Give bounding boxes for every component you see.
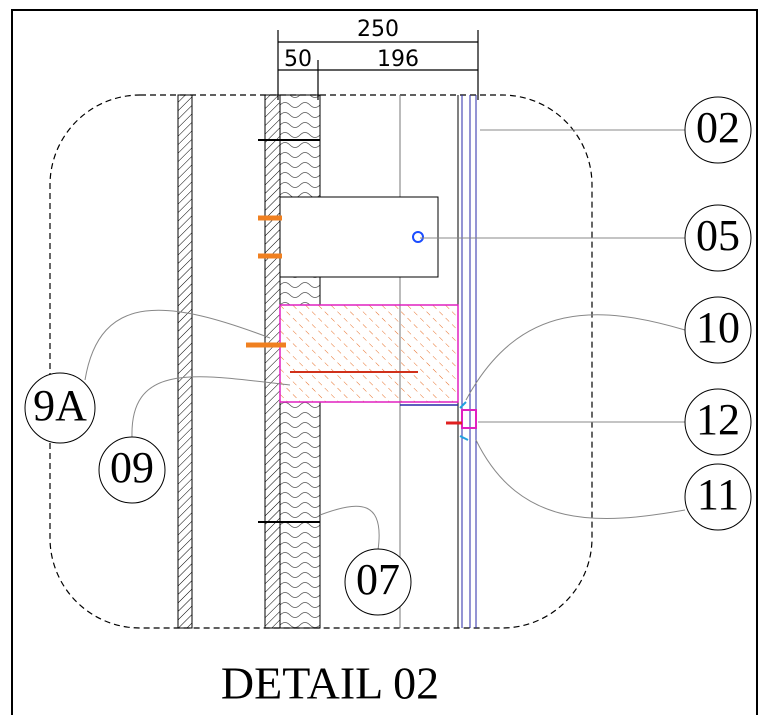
bracket — [258, 197, 438, 277]
callout-label: 05 — [696, 211, 740, 260]
callout-label: 9A — [33, 381, 87, 430]
dimension-label: 196 — [377, 47, 419, 72]
callout-label: 09 — [110, 443, 154, 492]
dimension-label: 50 — [284, 47, 312, 72]
dimensions: 250 50 196 — [278, 17, 478, 100]
callout-label: 10 — [696, 303, 740, 352]
callout-label: 02 — [696, 103, 740, 152]
dimension-label: 250 — [357, 17, 399, 42]
detail-title: DETAIL 02 — [221, 658, 439, 709]
callout-label: 07 — [356, 555, 400, 604]
callout-label: 12 — [696, 395, 740, 444]
detail-drawing: 250 50 196 02 05 10 12 11 9A 09 07 DETAI… — [0, 0, 768, 715]
callout-label: 11 — [697, 470, 739, 519]
